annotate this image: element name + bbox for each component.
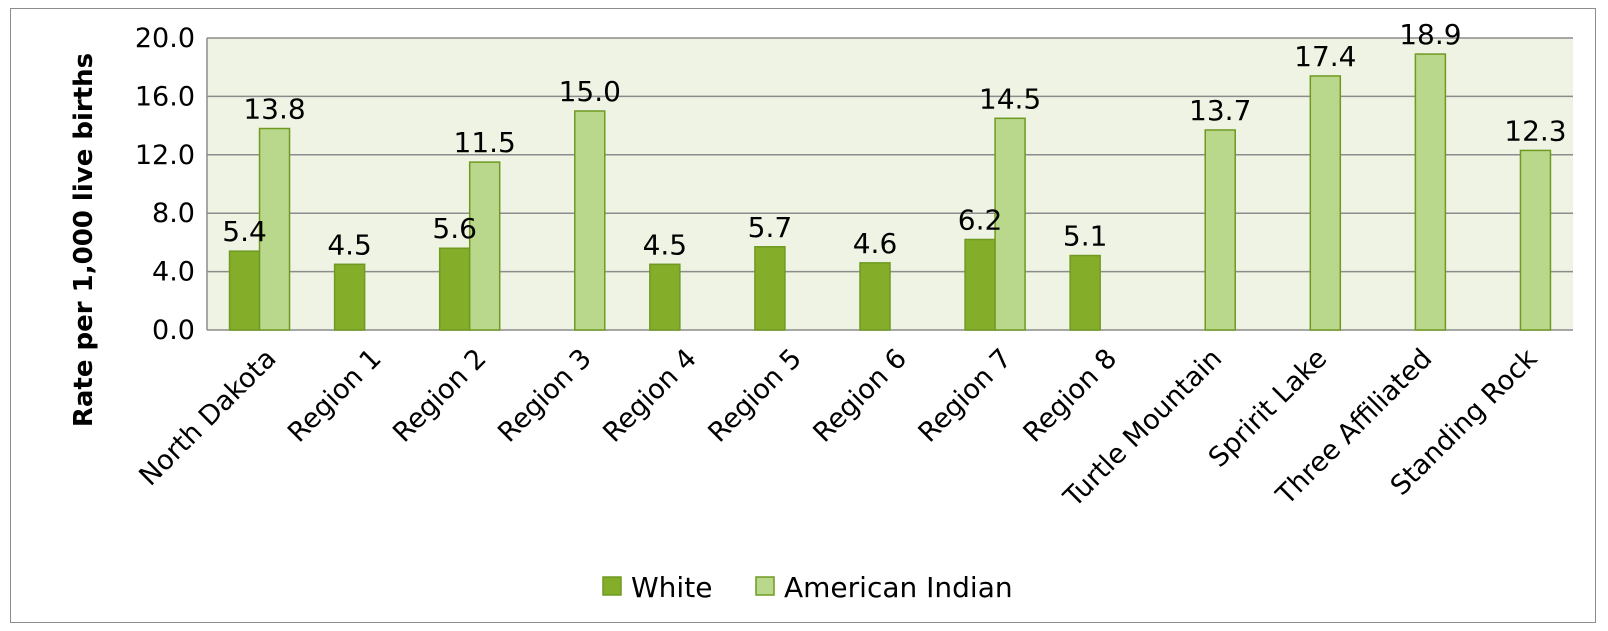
y-tick-label: 4.0 bbox=[152, 257, 195, 288]
bar-american-indian bbox=[1519, 149, 1552, 331]
y-tick-label: 8.0 bbox=[152, 198, 195, 229]
y-axis-title: Rate per 1,000 live births bbox=[69, 53, 99, 427]
x-tick-label: Region 3 bbox=[492, 343, 598, 449]
bars bbox=[228, 53, 1552, 331]
x-tick-label: Region 8 bbox=[1018, 343, 1124, 449]
data-label: 17.4 bbox=[1294, 40, 1356, 73]
bar-white bbox=[649, 263, 681, 331]
gridlines bbox=[206, 37, 1573, 331]
data-label: 4.5 bbox=[327, 228, 372, 261]
x-tick-label: Region 4 bbox=[597, 343, 703, 449]
data-labels: 5.4 13.8 4.5 5.6 11.5 15.0 4.5 5.7 4.6 6.2 14.5 5.1… bbox=[222, 18, 1566, 261]
y-tick-label: 12.0 bbox=[135, 140, 195, 171]
data-label: 4.6 bbox=[853, 227, 898, 260]
legend-label: American Indian bbox=[784, 571, 1013, 604]
data-label: 11.5 bbox=[454, 126, 516, 159]
data-label: 15.0 bbox=[559, 75, 621, 108]
bar-white bbox=[1069, 254, 1101, 331]
data-label: 13.7 bbox=[1189, 94, 1251, 127]
bar-white bbox=[438, 247, 471, 331]
x-axis-labels: North Dakota Region 1 Region 2 Region 3 Regi… bbox=[133, 343, 1543, 514]
data-label: 5.1 bbox=[1063, 220, 1108, 253]
legend-label: White bbox=[631, 571, 712, 604]
bar-white bbox=[228, 250, 261, 331]
legend-swatch-white bbox=[602, 576, 622, 596]
bar-american-indian bbox=[1309, 75, 1342, 331]
bar-american-indian bbox=[1414, 53, 1447, 331]
bar-american-indian bbox=[994, 117, 1026, 331]
data-label: 6.2 bbox=[958, 203, 1003, 236]
data-label: 5.7 bbox=[748, 211, 793, 244]
bar-white bbox=[964, 238, 996, 331]
legend-swatch-american-indian bbox=[755, 576, 775, 596]
bar-american-indian bbox=[574, 110, 606, 331]
x-tick-label: Region 5 bbox=[702, 343, 808, 449]
data-label: 5.4 bbox=[222, 215, 267, 248]
bar-white bbox=[333, 263, 366, 331]
legend: White American Indian bbox=[602, 571, 1013, 604]
x-tick-label: North Dakota bbox=[133, 343, 282, 492]
y-tick-label: 0.0 bbox=[152, 315, 195, 346]
y-axis-ticks: 0.0 4.0 8.0 12.0 16.0 20.0 bbox=[135, 23, 195, 346]
data-label: 13.8 bbox=[243, 93, 305, 126]
x-tick-label: Region 1 bbox=[282, 343, 388, 449]
y-tick-label: 16.0 bbox=[135, 81, 195, 112]
bar-american-indian bbox=[468, 161, 501, 331]
bar-american-indian bbox=[258, 127, 291, 331]
data-label: 4.5 bbox=[643, 228, 688, 261]
bar-white bbox=[754, 246, 786, 331]
x-tick-label: Region 7 bbox=[913, 343, 1019, 449]
data-label: 14.5 bbox=[979, 82, 1041, 115]
data-label: 12.3 bbox=[1504, 114, 1566, 147]
x-tick-label: Region 2 bbox=[387, 343, 493, 449]
data-label: 18.9 bbox=[1399, 18, 1461, 51]
data-label: 5.6 bbox=[432, 212, 477, 245]
y-tick-label: 20.0 bbox=[135, 23, 195, 54]
bar-white bbox=[859, 262, 891, 331]
x-tick-label: Region 6 bbox=[807, 343, 913, 449]
bar-american-indian bbox=[1204, 129, 1236, 331]
